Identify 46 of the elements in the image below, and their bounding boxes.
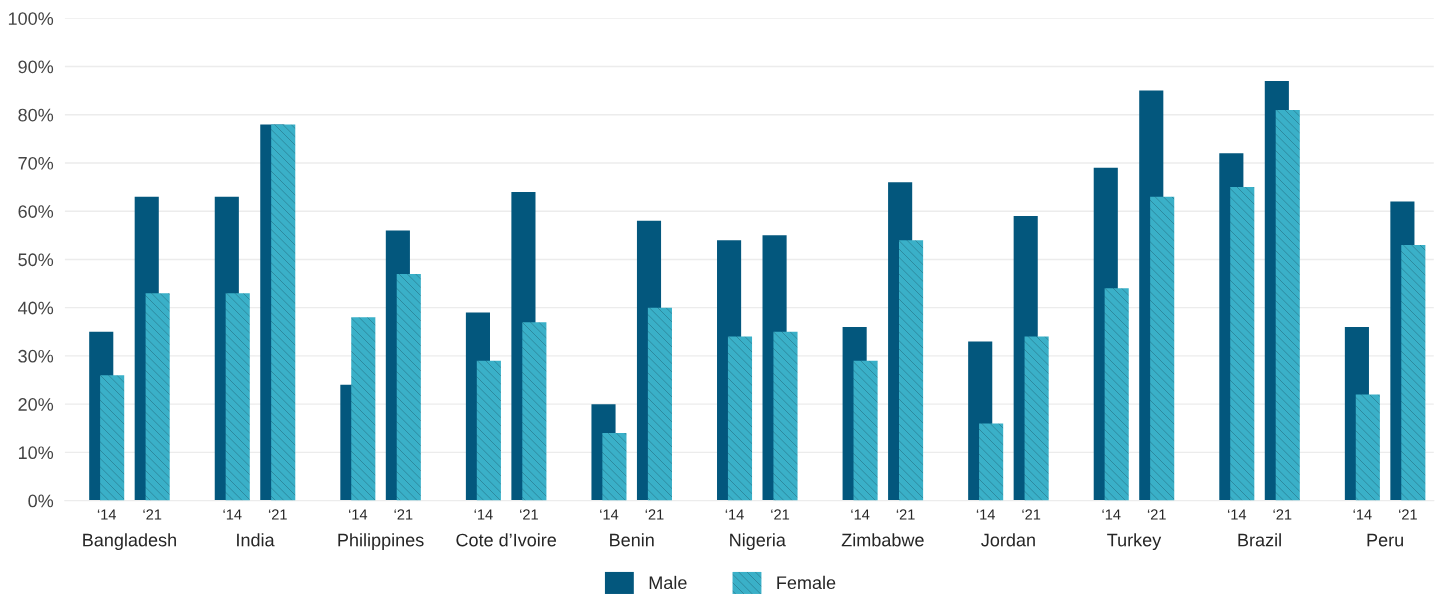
x-tick-label: ‘14 [600, 509, 619, 520]
x-tick-label: ‘21 [520, 509, 538, 520]
x-tick-label: ‘14 [1353, 509, 1372, 520]
y-tick-label: 100% [8, 12, 54, 25]
x-tick-label: ‘14 [349, 509, 368, 520]
text: Philippines [338, 533, 424, 551]
x-tick-label: ‘21 [143, 509, 162, 520]
y-tick-label: 90% [18, 60, 54, 74]
x-tick-label: ‘14 [1227, 509, 1247, 520]
text: Nigeria [730, 533, 786, 551]
text: Bangladesh [83, 533, 176, 551]
legend-label: Male [649, 575, 687, 590]
y-tick-label: 0% [28, 494, 54, 508]
text: Benin [610, 533, 654, 547]
text: Jordan [981, 533, 1035, 547]
x-tick-label: ‘14 [97, 509, 116, 520]
x-tick-label: ‘21 [896, 509, 915, 520]
x-tick-label: ‘21 [1273, 509, 1292, 520]
text: India [237, 533, 275, 547]
text: Zimbabwe [841, 533, 924, 547]
text: Turkey [1107, 533, 1162, 551]
x-tick-label: ‘21 [1022, 509, 1041, 520]
x-tick-label: ‘21 [268, 509, 287, 520]
text: Cote d’Ivoire [456, 533, 557, 547]
x-tick-label: ‘14 [976, 509, 995, 520]
y-tick-label: 30% [18, 349, 54, 363]
y-tick-label: 80% [18, 108, 54, 122]
y-tick-label: 10% [18, 446, 54, 460]
legend-label: Female [777, 575, 836, 590]
text: Peru [1367, 533, 1403, 547]
y-tick-label: 20% [18, 398, 54, 411]
text: Brazil [1238, 533, 1281, 547]
x-tick-label: ‘21 [771, 509, 790, 520]
y-tick-label: 70% [18, 156, 54, 170]
y-tick-label: 50% [18, 253, 54, 267]
x-tick-label: ‘21 [1147, 509, 1166, 520]
x-tick-label: ‘14 [851, 509, 870, 520]
x-tick-label: ‘14 [223, 509, 242, 520]
x-tick-label: ‘21 [645, 509, 664, 520]
x-tick-label: ‘14 [474, 509, 493, 520]
y-tick-label: 40% [18, 301, 54, 315]
x-tick-label: ‘21 [394, 509, 413, 520]
y-tick-label: 60% [18, 205, 54, 218]
x-tick-label: ‘14 [1102, 509, 1121, 520]
x-tick-label: ‘21 [1399, 509, 1417, 520]
x-tick-label: ‘14 [725, 509, 744, 520]
